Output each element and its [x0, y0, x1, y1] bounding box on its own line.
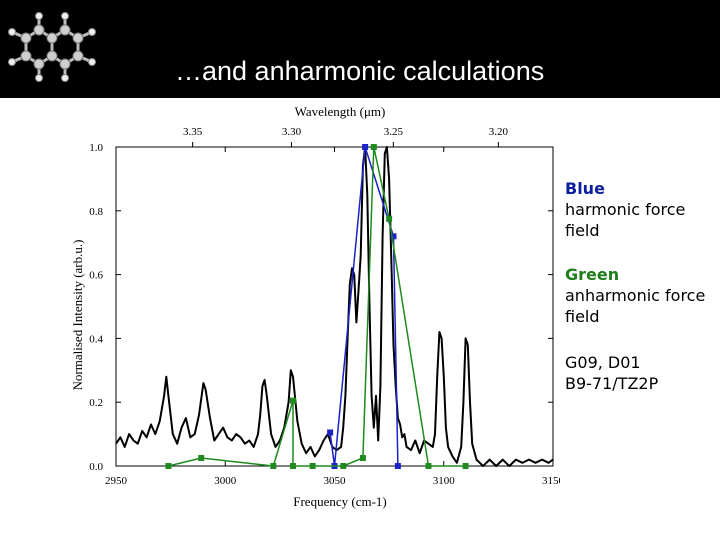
- green-series-point: [386, 215, 393, 222]
- y-axis-label: Normalised Intensity (arb.u.): [70, 240, 85, 391]
- green-series-point: [340, 463, 347, 469]
- y-tick-label: 0.0: [89, 461, 103, 473]
- legend-green-text: anharmonic force field: [565, 286, 706, 326]
- legend-blue-text: harmonic force field: [565, 200, 686, 240]
- top-tick-label: 3.20: [489, 126, 509, 138]
- green-series-point: [289, 463, 296, 469]
- method-line-2: B9-71/TZ2P: [565, 374, 659, 393]
- green-series-point: [270, 463, 277, 469]
- top-tick-label: 3.30: [282, 126, 302, 138]
- y-tick-label: 0.4: [89, 333, 103, 345]
- green-series-point: [425, 463, 432, 469]
- x-tick-label: 3050: [324, 475, 347, 487]
- green-series-line: [168, 146, 466, 467]
- method-line-1: G09, D01: [565, 353, 641, 372]
- green-series-point: [289, 397, 296, 404]
- x-tick-label: 3000: [214, 475, 237, 487]
- experimental-spectrum-line: [115, 146, 554, 467]
- method-note: G09, D01 B9-71/TZ2P: [565, 352, 658, 394]
- title-bar: …and anharmonic calculations: [0, 0, 720, 98]
- x-tick-label: 2950: [105, 475, 128, 487]
- naphthalene-molecule-icon: [8, 12, 96, 82]
- y-tick-label: 0.2: [89, 397, 103, 409]
- blue-series-point: [394, 463, 401, 469]
- green-series-point: [165, 463, 172, 469]
- plot-frame: [115, 146, 554, 467]
- blue-series-point: [327, 429, 334, 436]
- legend-green-heading: Green: [565, 265, 620, 284]
- x-tick-label: 3100: [433, 475, 456, 487]
- green-series-point: [359, 455, 366, 462]
- slide-title: …and anharmonic calculations: [175, 56, 545, 86]
- green-series-point: [198, 455, 205, 462]
- green-series-point: [462, 463, 469, 469]
- x-axis-label: Frequency (cm-1): [293, 494, 387, 509]
- y-tick-label: 1.0: [89, 142, 103, 154]
- legend-harmonic-note: Blue harmonic force field: [565, 178, 720, 241]
- legend-blue-heading: Blue: [565, 179, 605, 198]
- y-tick-label: 0.6: [89, 270, 103, 282]
- top-tick-label: 3.25: [384, 126, 404, 138]
- blue-series-point: [390, 233, 397, 240]
- green-series-point: [370, 144, 377, 150]
- blue-series-point: [362, 144, 369, 150]
- top-tick-label: 3.35: [183, 126, 203, 138]
- legend-anharmonic-note: Green anharmonic force field: [565, 264, 720, 327]
- y-tick-label: 0.8: [89, 206, 103, 218]
- green-series-point: [309, 463, 316, 469]
- top-axis-label: Wavelength (μm): [295, 104, 386, 119]
